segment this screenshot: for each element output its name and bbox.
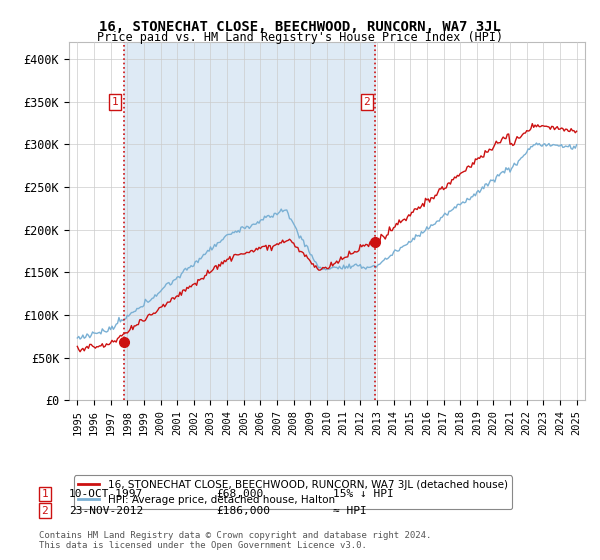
Bar [124, 42, 375, 400]
Text: 10-OCT-1997: 10-OCT-1997 [69, 489, 143, 499]
Text: ≈ HPI: ≈ HPI [333, 506, 367, 516]
Text: Price paid vs. HM Land Registry's House Price Index (HPI): Price paid vs. HM Land Registry's House … [97, 31, 503, 44]
Text: Contains HM Land Registry data © Crown copyright and database right 2024.
This d: Contains HM Land Registry data © Crown c… [39, 530, 431, 550]
Text: 1: 1 [41, 489, 49, 499]
Text: 2: 2 [364, 97, 370, 107]
Text: 2: 2 [41, 506, 49, 516]
Text: 15% ↓ HPI: 15% ↓ HPI [333, 489, 394, 499]
Text: 1: 1 [112, 97, 119, 107]
Text: 23-NOV-2012: 23-NOV-2012 [69, 506, 143, 516]
Text: £68,000: £68,000 [216, 489, 263, 499]
Text: £186,000: £186,000 [216, 506, 270, 516]
Legend: 16, STONECHAT CLOSE, BEECHWOOD, RUNCORN, WA7 3JL (detached house), HPI: Average : 16, STONECHAT CLOSE, BEECHWOOD, RUNCORN,… [74, 475, 512, 509]
Text: 16, STONECHAT CLOSE, BEECHWOOD, RUNCORN, WA7 3JL: 16, STONECHAT CLOSE, BEECHWOOD, RUNCORN,… [99, 20, 501, 34]
